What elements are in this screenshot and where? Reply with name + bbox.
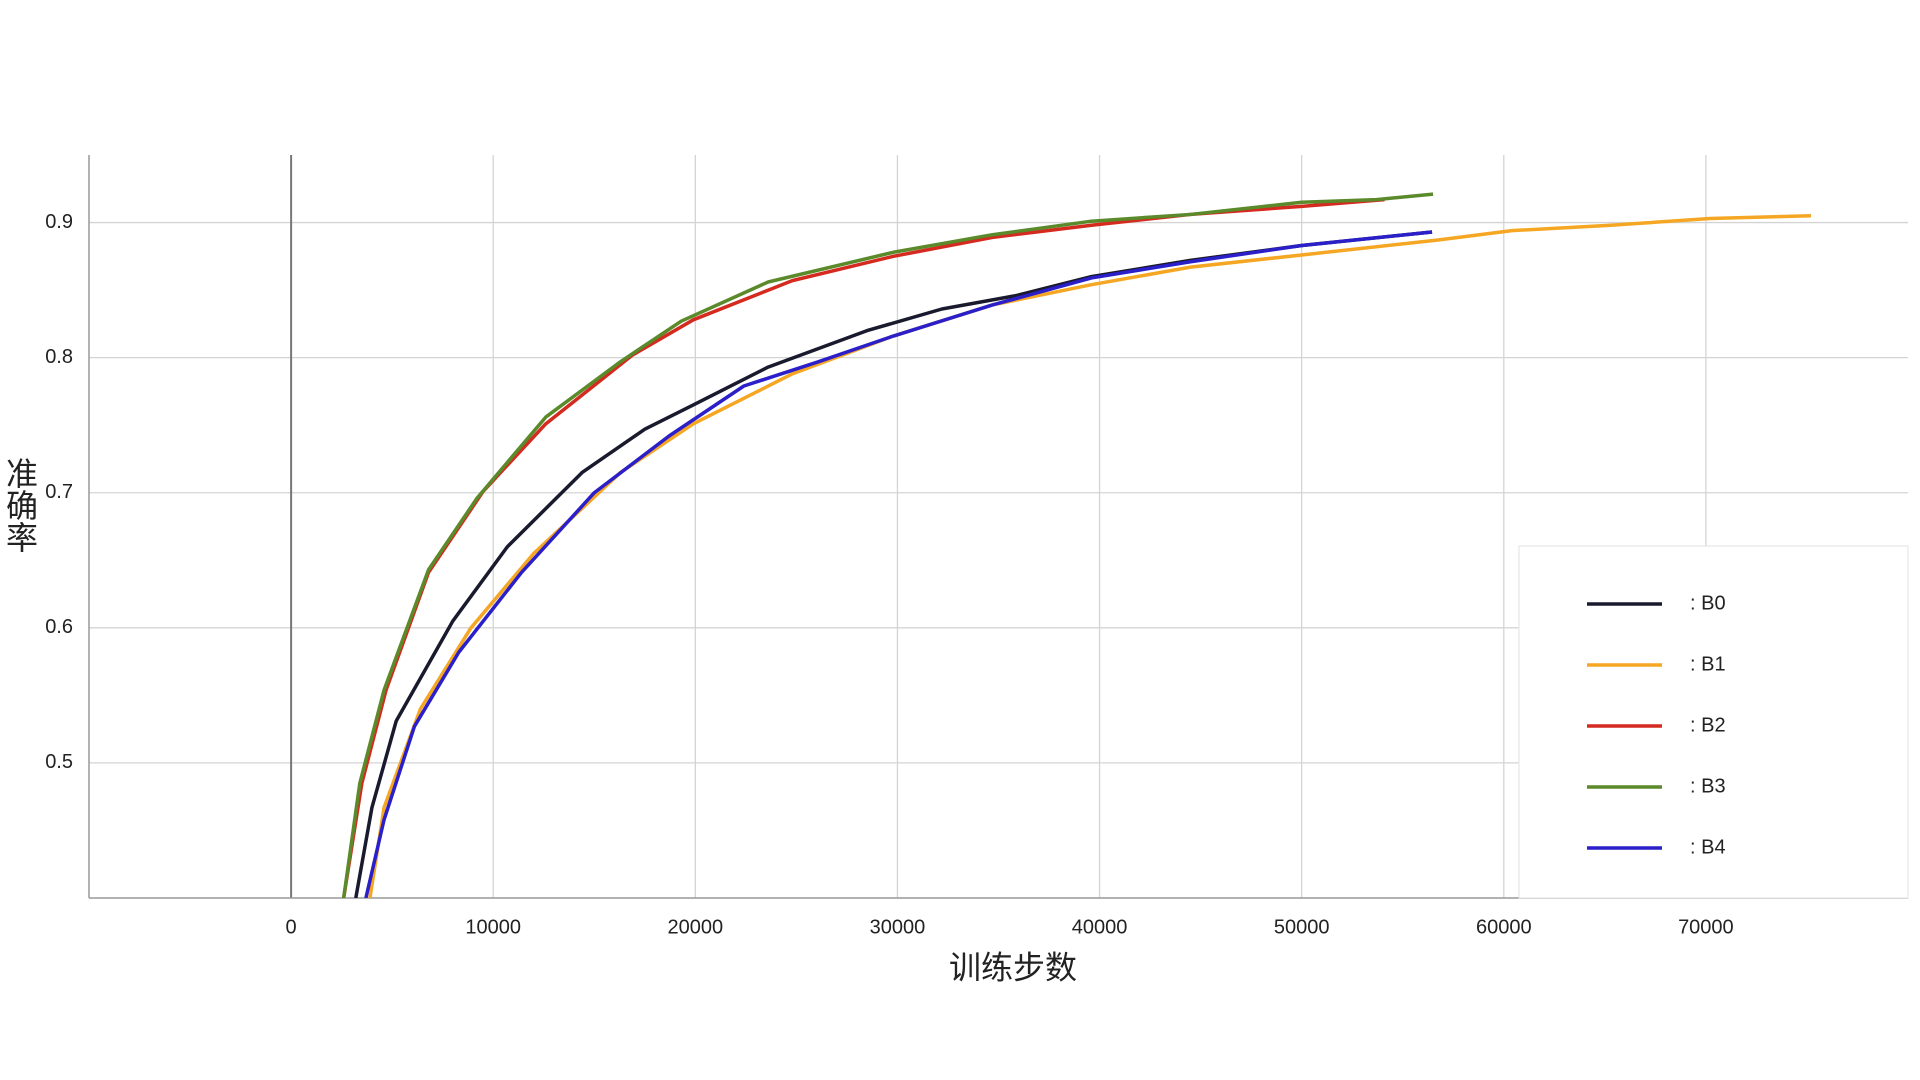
x-tick-label: 50000 [1274,916,1330,938]
x-tick-label: 30000 [870,916,926,938]
y-axis-title: 准确率 [2,457,38,553]
legend-label: : B4 [1690,836,1726,858]
legend-label: : B3 [1690,775,1726,797]
series-line [341,192,1434,898]
x-tick-label: 20000 [668,916,724,938]
x-tick-label: 10000 [465,916,521,938]
y-tick-label: 0.8 [45,346,73,368]
legend-label: : B2 [1690,714,1726,736]
y-tick-label: 0.7 [45,481,73,503]
series-line [354,230,1433,898]
legend-box [1518,545,1909,899]
y-tick-label: 0.6 [45,616,73,638]
y-tick-label: 0.5 [45,751,73,773]
x-tick-label: 0 [286,916,297,938]
x-tick-label: 70000 [1678,916,1734,938]
x-tick-label: 60000 [1476,916,1532,938]
series-line [364,230,1433,898]
plot-area [341,192,1812,898]
x-tick-label: 40000 [1072,916,1128,938]
x-axis-title: 训练步数 [949,949,1077,985]
legend-label: : B1 [1690,653,1726,675]
legend-label: : B0 [1690,592,1726,614]
y-tick-label: 0.9 [45,211,73,233]
series-line [341,197,1385,898]
